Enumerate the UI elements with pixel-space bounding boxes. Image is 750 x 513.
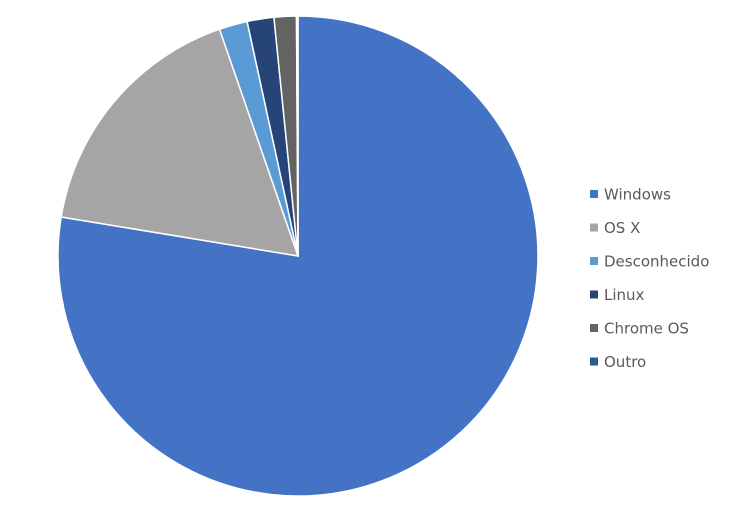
legend-swatch (590, 357, 598, 366)
legend-swatch (590, 190, 598, 198)
legend-label: Desconhecido (604, 253, 709, 271)
legend-label: Chrome OS (604, 320, 689, 338)
legend-label: Windows (604, 186, 671, 204)
pie-slice (57, 15, 539, 497)
pie-slice (295, 15, 299, 257)
legend-swatch (590, 257, 598, 265)
legend-swatch (590, 223, 598, 232)
legend-label: Linux (604, 286, 645, 304)
legend-label: OS X (604, 219, 640, 237)
legend-label: Outro (604, 353, 646, 371)
legend-swatch (590, 324, 598, 332)
legend-swatch (590, 290, 598, 299)
